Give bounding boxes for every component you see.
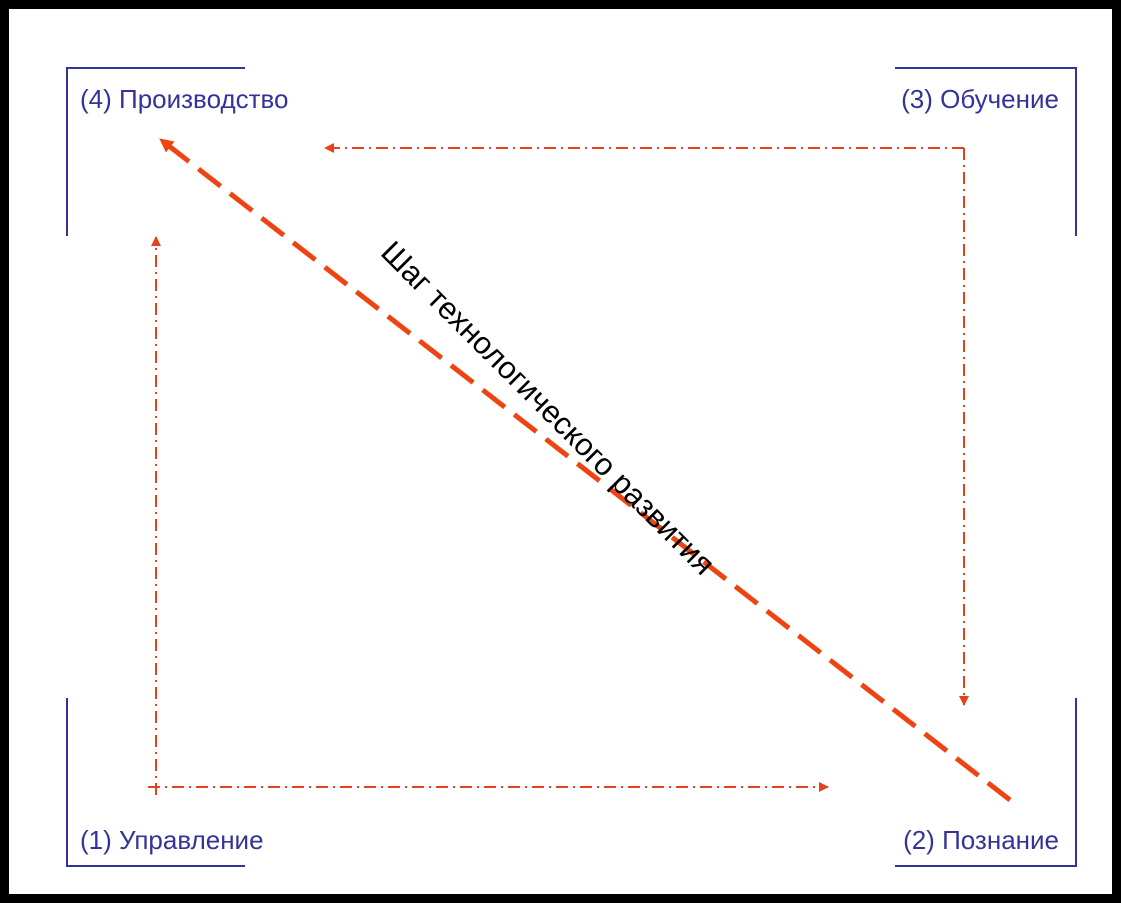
diagonal-arrow xyxy=(158,137,1012,802)
bracket-top-right xyxy=(895,67,1077,236)
corner-brackets xyxy=(66,67,1077,867)
node-production: (4) Производство xyxy=(80,84,289,114)
cycle-arrows xyxy=(148,143,969,795)
bracket-bottom-right xyxy=(895,698,1077,867)
bracket-top-left xyxy=(66,67,245,236)
bracket-bottom-left xyxy=(66,698,245,867)
node-management: (1) Управление xyxy=(80,825,264,855)
node-learning: (3) Обучение xyxy=(901,84,1059,114)
node-cognition: (2) Познание xyxy=(903,825,1059,855)
